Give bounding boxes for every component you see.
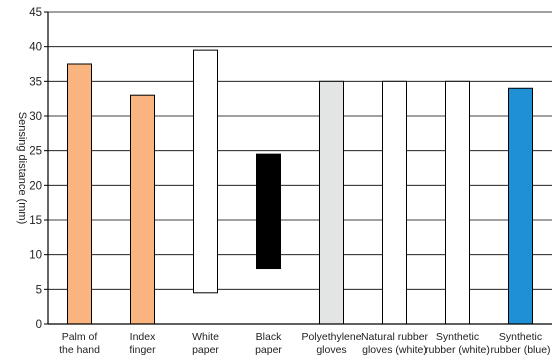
y-tick-label: 25 (29, 146, 42, 158)
category-label: Synthetic (436, 331, 479, 343)
y-axis-title: Sensing distance (mm) (16, 112, 28, 225)
category-label: the hand (59, 344, 100, 356)
axes (47, 12, 552, 325)
category-label: White (192, 331, 219, 343)
category-label: Polyethylene (301, 331, 361, 343)
bars (67, 49, 533, 325)
bar-0 (67, 63, 92, 325)
category-label: paper (255, 344, 282, 356)
category-label: finger (129, 344, 156, 356)
y-tick-labels: 0 5 10 15 20 25 30 35 40 45 (29, 7, 48, 331)
category-label: rubber (blue) (490, 344, 550, 356)
bar-6 (445, 80, 470, 325)
category-label: paper (192, 344, 219, 356)
bar-5 (382, 80, 407, 325)
y-tick-label: 15 (29, 215, 42, 227)
y-tick-label: 10 (29, 250, 42, 262)
y-tick-label: 45 (29, 7, 42, 19)
category-label: rubber (white) (425, 344, 490, 356)
y-tick-label: 30 (29, 111, 42, 123)
bar-4 (319, 80, 344, 325)
y-tick-label: 20 (29, 180, 42, 192)
y-tick-label: 40 (29, 42, 42, 54)
bar-1 (130, 94, 155, 325)
y-tick-label: 35 (29, 76, 42, 88)
category-label: Synthetic (499, 331, 542, 343)
bar-3 (256, 153, 281, 270)
bar-2 (193, 49, 218, 294)
category-label: Black (256, 331, 282, 343)
category-label: Natural rubber (361, 331, 429, 343)
bar-7 (508, 87, 533, 325)
category-label: Palm of (62, 331, 98, 343)
category-label: gloves (316, 344, 346, 356)
gridlines (48, 11, 552, 290)
category-label: Index (130, 331, 156, 343)
category-label: gloves (white) (362, 344, 427, 356)
y-tick-label: 5 (36, 284, 42, 296)
y-tick-label: 0 (36, 319, 42, 331)
